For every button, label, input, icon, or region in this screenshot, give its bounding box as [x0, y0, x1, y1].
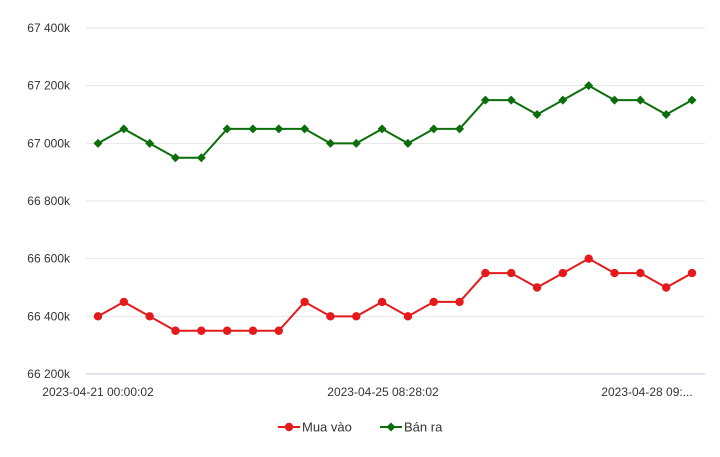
legend-marker [386, 422, 396, 432]
data-point[interactable] [145, 312, 154, 321]
legend[interactable]: Mua vào Bán ra [278, 420, 443, 435]
data-point[interactable] [93, 138, 103, 148]
legend-label: Bán ra [404, 420, 443, 435]
data-point[interactable] [119, 297, 129, 307]
x-axis-tick-labels: 2023-04-21 00:00:02 2023-04-25 08:28:02 20… [42, 385, 692, 399]
y-axis-tick-labels: 66 200k 66 400k 66 600k 66 800k 67 000k 67 20… [27, 21, 71, 381]
data-point[interactable] [532, 110, 542, 119]
grid-lines [86, 27, 705, 375]
series-line [97, 257, 693, 332]
data-point[interactable] [584, 81, 594, 91]
series-0 [93, 254, 697, 335]
series-line [97, 84, 693, 159]
data-point[interactable] [506, 95, 516, 105]
data-point[interactable] [145, 138, 155, 148]
data-point[interactable] [584, 254, 593, 263]
data-point[interactable] [481, 268, 490, 278]
data-point[interactable] [93, 312, 103, 321]
series-1 [93, 81, 697, 163]
data-point[interactable] [326, 312, 335, 321]
data-point[interactable] [197, 326, 206, 335]
legend-item-1[interactable]: Bán ra [380, 420, 443, 435]
y-tick-label: 67 200k [27, 79, 71, 93]
data-point[interactable] [429, 124, 439, 134]
data-point[interactable] [480, 95, 490, 105]
data-point[interactable] [558, 268, 568, 278]
data-point[interactable] [377, 297, 387, 307]
y-tick-label: 67 000k [27, 136, 71, 150]
data-point[interactable] [248, 124, 258, 134]
data-point[interactable] [222, 124, 232, 134]
data-point[interactable] [196, 153, 206, 163]
data-point[interactable] [248, 326, 258, 335]
y-tick-label: 66 400k [27, 309, 71, 323]
data-point[interactable] [119, 124, 129, 134]
x-tick-label: 2023-04-21 00:00:02 [42, 385, 154, 399]
data-point[interactable] [351, 138, 361, 148]
data-point[interactable] [636, 268, 645, 278]
x-tick-label: 2023-04-25 08:28:02 [327, 385, 439, 399]
data-point[interactable] [352, 312, 361, 321]
y-tick-label: 66 200k [27, 367, 71, 381]
y-tick-label: 66 800k [27, 194, 71, 208]
data-point[interactable] [403, 138, 413, 148]
data-point[interactable] [687, 268, 697, 278]
data-point[interactable] [274, 124, 284, 134]
data-point[interactable] [635, 95, 645, 105]
data-point[interactable] [171, 326, 180, 335]
x-tick-label: 2023-04-28 09:... [601, 385, 692, 399]
data-point[interactable] [377, 124, 387, 134]
y-tick-label: 67 400k [27, 21, 71, 35]
data-point[interactable] [661, 283, 671, 292]
data-point[interactable] [429, 297, 438, 307]
data-point[interactable] [403, 312, 413, 321]
data-point[interactable] [455, 297, 464, 307]
data-point[interactable] [455, 124, 465, 134]
data-point[interactable] [300, 124, 310, 134]
data-point[interactable] [610, 268, 619, 278]
series-group [93, 81, 697, 335]
data-point[interactable] [532, 283, 542, 292]
data-point[interactable] [325, 138, 335, 148]
legend-item-0[interactable]: Mua vào [278, 420, 352, 435]
data-point[interactable] [661, 110, 671, 119]
data-point[interactable] [687, 95, 697, 105]
data-point[interactable] [170, 153, 180, 163]
data-point[interactable] [558, 95, 568, 105]
data-point[interactable] [507, 268, 516, 278]
data-point[interactable] [300, 297, 309, 307]
y-tick-label: 66 600k [27, 252, 71, 266]
data-point[interactable] [610, 95, 620, 105]
legend-marker [284, 422, 294, 432]
data-point[interactable] [274, 326, 283, 335]
legend-label: Mua vào [302, 420, 352, 435]
data-point[interactable] [222, 326, 232, 335]
